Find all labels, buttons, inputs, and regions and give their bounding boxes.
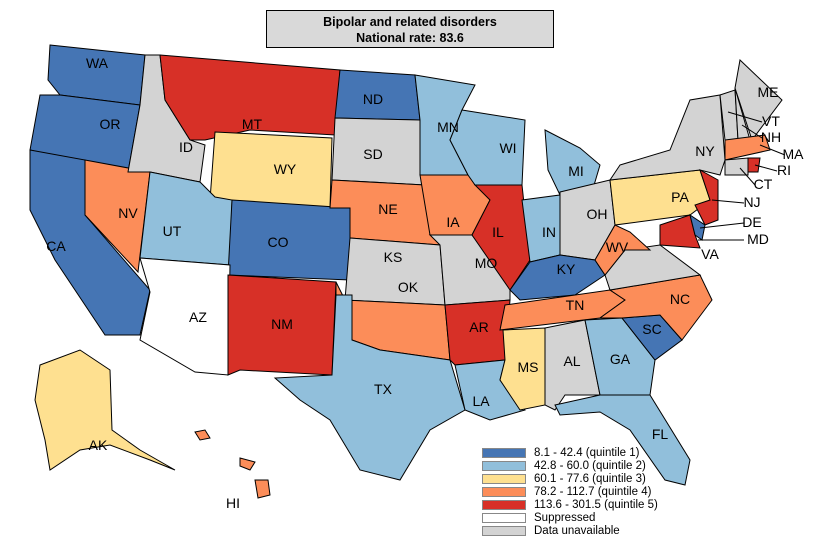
state-label-va: VA	[701, 246, 719, 262]
state-label-nj: NJ	[743, 194, 760, 210]
legend-label: Data unavailable	[534, 524, 620, 537]
legend-swatch	[482, 460, 526, 471]
state-fl	[554, 394, 691, 486]
leader-line-nj	[711, 199, 745, 204]
legend-swatch	[482, 447, 526, 458]
leader-line-de	[699, 222, 745, 229]
legend-label: 113.6 - 301.5 (quintile 5)	[534, 498, 658, 511]
legend-label: Suppressed	[534, 511, 596, 524]
state-label-nc: NC	[670, 291, 690, 307]
state-tx	[273, 294, 466, 481]
legend-label: 78.2 - 112.7 (quintile 4)	[534, 485, 652, 498]
legend-label: 60.1 - 77.6 (quintile 3)	[534, 472, 646, 485]
leader-line-ct	[739, 167, 756, 186]
state-label-ut: UT	[163, 223, 182, 239]
legend-item: Suppressed	[482, 511, 658, 524]
legend-item: 60.1 - 77.6 (quintile 3)	[482, 472, 658, 485]
state-label-nd: ND	[363, 91, 383, 107]
legend-swatch	[482, 499, 526, 510]
state-label-nh: NH	[761, 129, 781, 145]
state-label-fl: FL	[652, 426, 669, 442]
state-label-mt: MT	[242, 116, 263, 132]
legend-label: 42.8 - 60.0 (quintile 2)	[534, 459, 646, 472]
legend-swatch	[482, 473, 526, 484]
legend-swatch	[482, 512, 526, 523]
state-label-ny: NY	[695, 143, 715, 159]
state-label-nm: NM	[271, 316, 293, 332]
state-label-sc: SC	[642, 321, 661, 337]
state-label-nv: NV	[118, 205, 138, 221]
state-label-ia: IA	[446, 214, 460, 230]
state-label-tx: TX	[374, 381, 393, 397]
leader-line-vt	[727, 111, 763, 123]
legend-item: Data unavailable	[482, 524, 658, 537]
national-rate: National rate: 83.6	[356, 31, 464, 45]
state-label-me: ME	[758, 84, 779, 100]
state-label-id: ID	[179, 139, 193, 155]
state-label-ca: CA	[46, 238, 66, 254]
state-label-ri: RI	[777, 162, 791, 178]
state-label-ga: GA	[610, 351, 631, 367]
state-md	[659, 214, 701, 249]
state-label-in: IN	[542, 224, 556, 240]
state-label-oh: OH	[587, 206, 608, 222]
state-hi	[254, 479, 271, 499]
leader-line-nh	[741, 124, 763, 139]
state-label-co: CO	[268, 234, 289, 250]
legend: 8.1 - 42.4 (quintile 1) 42.8 - 60.0 (quin…	[482, 446, 658, 537]
leader-line-ma	[759, 144, 786, 156]
state-label-ok: OK	[398, 279, 419, 295]
map-title-box: Bipolar and related disorders National r…	[266, 10, 554, 48]
state-label-ks: KS	[384, 249, 403, 265]
state-label-hi: HI	[226, 495, 240, 511]
leader-line-ri	[754, 164, 778, 172]
state-label-mn: MN	[437, 119, 459, 135]
state-label-sd: SD	[363, 146, 382, 162]
state-az	[139, 257, 231, 376]
legend-item: 8.1 - 42.4 (quintile 1)	[482, 446, 658, 459]
legend-item: 42.8 - 60.0 (quintile 2)	[482, 459, 658, 472]
state-ak	[34, 349, 176, 471]
state-label-ak: AK	[89, 437, 108, 453]
state-nm	[227, 274, 337, 376]
state-label-wa: WA	[86, 55, 109, 71]
state-label-wi: WI	[499, 140, 516, 156]
state-label-ne: NE	[378, 201, 397, 217]
state-label-mi: MI	[568, 163, 584, 179]
legend-item: 78.2 - 112.7 (quintile 4)	[482, 485, 658, 498]
state-label-vt: VT	[762, 113, 780, 129]
state-nc	[598, 274, 713, 341]
state-label-mo: MO	[475, 255, 498, 271]
state-label-az: AZ	[189, 309, 207, 325]
legend-swatch	[482, 525, 526, 536]
state-label-tn: TN	[566, 297, 585, 313]
state-label-al: AL	[563, 353, 580, 369]
state-label-wv: WV	[606, 239, 629, 255]
state-ny	[608, 94, 726, 181]
state-ma	[724, 134, 771, 161]
state-wy	[209, 131, 333, 209]
state-label-md: MD	[747, 231, 769, 247]
state-label-ky: KY	[557, 261, 576, 277]
state-co	[227, 199, 351, 281]
state-label-or: OR	[100, 116, 121, 132]
state-label-de: DE	[742, 214, 761, 230]
state-label-ms: MS	[518, 359, 539, 375]
state-label-il: IL	[492, 224, 504, 240]
state-label-pa: PA	[671, 189, 689, 205]
state-label-ma: MA	[783, 146, 805, 162]
legend-swatch	[482, 486, 526, 497]
state-label-ct: CT	[754, 176, 773, 192]
state-label-ar: AR	[469, 319, 488, 335]
map-title: Bipolar and related disorders	[323, 15, 497, 29]
state-hi	[239, 457, 256, 471]
state-ri	[747, 157, 761, 173]
state-label-la: LA	[472, 393, 490, 409]
legend-item: 113.6 - 301.5 (quintile 5)	[482, 498, 658, 511]
state-label-wy: WY	[274, 161, 297, 177]
state-hi	[194, 429, 211, 441]
legend-label: 8.1 - 42.4 (quintile 1)	[534, 446, 640, 459]
